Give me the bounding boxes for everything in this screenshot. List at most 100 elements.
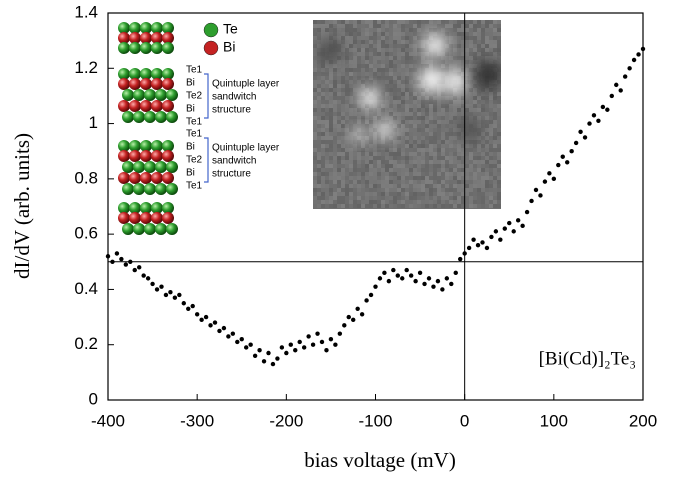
- stm-feature: [419, 67, 445, 93]
- stm-pixel: [441, 88, 445, 92]
- stm-pixel: [405, 204, 409, 208]
- stm-pixel: [397, 124, 401, 128]
- stm-pixel: [381, 168, 385, 172]
- stm-pixel: [469, 68, 473, 72]
- stm-pixel: [457, 144, 461, 148]
- stm-pixel: [493, 156, 497, 160]
- stm-pixel: [485, 140, 489, 144]
- stm-pixel: [325, 156, 329, 160]
- stm-pixel: [321, 164, 325, 168]
- stm-pixel: [485, 156, 489, 160]
- stm-pixel: [497, 56, 501, 60]
- stm-pixel: [497, 160, 501, 164]
- stm-pixel: [497, 44, 501, 48]
- stm-pixel: [313, 180, 317, 184]
- stm-pixel: [385, 144, 389, 148]
- layer-caption: Quintuple layer: [212, 143, 280, 154]
- stm-pixel: [365, 192, 369, 196]
- stm-pixel: [465, 116, 469, 120]
- data-point: [560, 154, 565, 159]
- stm-pixel: [413, 160, 417, 164]
- stm-pixel: [461, 144, 465, 148]
- stm-pixel: [377, 196, 381, 200]
- stm-pixel: [329, 204, 333, 208]
- stm-pixel: [377, 152, 381, 156]
- stm-pixel: [445, 36, 449, 40]
- stm-pixel: [325, 72, 329, 76]
- stm-pixel: [313, 188, 317, 192]
- stm-pixel: [393, 96, 397, 100]
- stm-pixel: [353, 60, 357, 64]
- stm-pixel: [457, 152, 461, 156]
- stm-pixel: [385, 36, 389, 40]
- stm-pixel: [497, 164, 501, 168]
- stm-pixel: [469, 140, 473, 144]
- stm-pixel: [485, 180, 489, 184]
- stm-pixel: [425, 96, 429, 100]
- atom: [140, 150, 152, 162]
- stm-pixel: [413, 80, 417, 84]
- stm-pixel: [345, 160, 349, 164]
- stm-pixel: [345, 184, 349, 188]
- stm-pixel: [493, 184, 497, 188]
- stm-pixel: [317, 112, 321, 116]
- stm-pixel: [381, 196, 385, 200]
- data-point: [279, 345, 285, 350]
- stm-pixel: [389, 20, 393, 24]
- stm-pixel: [461, 188, 465, 192]
- data-point: [368, 292, 374, 298]
- stm-pixel: [325, 204, 329, 208]
- stm-pixel: [337, 100, 341, 104]
- stm-pixel: [365, 40, 369, 44]
- stm-pixel: [361, 36, 365, 40]
- stm-pixel: [453, 148, 457, 152]
- stm-pixel: [437, 100, 441, 104]
- stm-pixel: [413, 172, 417, 176]
- data-point: [154, 287, 160, 292]
- stm-pixel: [497, 96, 501, 100]
- stm-pixel: [361, 52, 365, 56]
- stm-pixel: [341, 188, 345, 192]
- stm-pixel: [485, 204, 489, 208]
- stm-pixel: [489, 148, 493, 152]
- stm-pixel: [385, 28, 389, 32]
- atom: [118, 68, 130, 80]
- stm-pixel: [337, 140, 341, 144]
- stm-pixel: [417, 72, 421, 76]
- stm-pixel: [489, 52, 493, 56]
- atom: [133, 111, 145, 123]
- stm-pixel: [437, 200, 441, 204]
- stm-pixel: [325, 88, 329, 92]
- stm-pixel: [381, 172, 385, 176]
- stm-pixel: [377, 64, 381, 68]
- stm-pixel: [333, 60, 337, 64]
- stm-pixel: [381, 76, 385, 80]
- stm-pixel: [461, 104, 465, 108]
- stm-pixel: [481, 112, 485, 116]
- stm-pixel: [421, 200, 425, 204]
- stm-pixel: [397, 56, 401, 60]
- stm-pixel: [409, 52, 413, 56]
- stm-pixel: [409, 144, 413, 148]
- stm-pixel: [493, 24, 497, 28]
- stm-pixel: [369, 148, 373, 152]
- stm-pixel: [489, 192, 493, 196]
- stm-pixel: [329, 88, 333, 92]
- stm-pixel: [321, 80, 325, 84]
- stm-pixel: [341, 116, 345, 120]
- stm-pixel: [425, 24, 429, 28]
- layer-caption: sandwitch: [212, 92, 256, 103]
- stm-pixel: [493, 88, 497, 92]
- stm-pixel: [441, 140, 445, 144]
- stm-pixel: [489, 108, 493, 112]
- stm-pixel: [361, 144, 365, 148]
- stm-pixel: [433, 176, 437, 180]
- stm-pixel: [373, 196, 377, 200]
- stm-pixel: [325, 140, 329, 144]
- stm-pixel: [341, 32, 345, 36]
- stm-pixel: [497, 196, 501, 200]
- stm-pixel: [361, 104, 365, 108]
- data-point: [382, 270, 387, 276]
- stm-pixel: [453, 112, 457, 116]
- stm-pixel: [465, 48, 469, 52]
